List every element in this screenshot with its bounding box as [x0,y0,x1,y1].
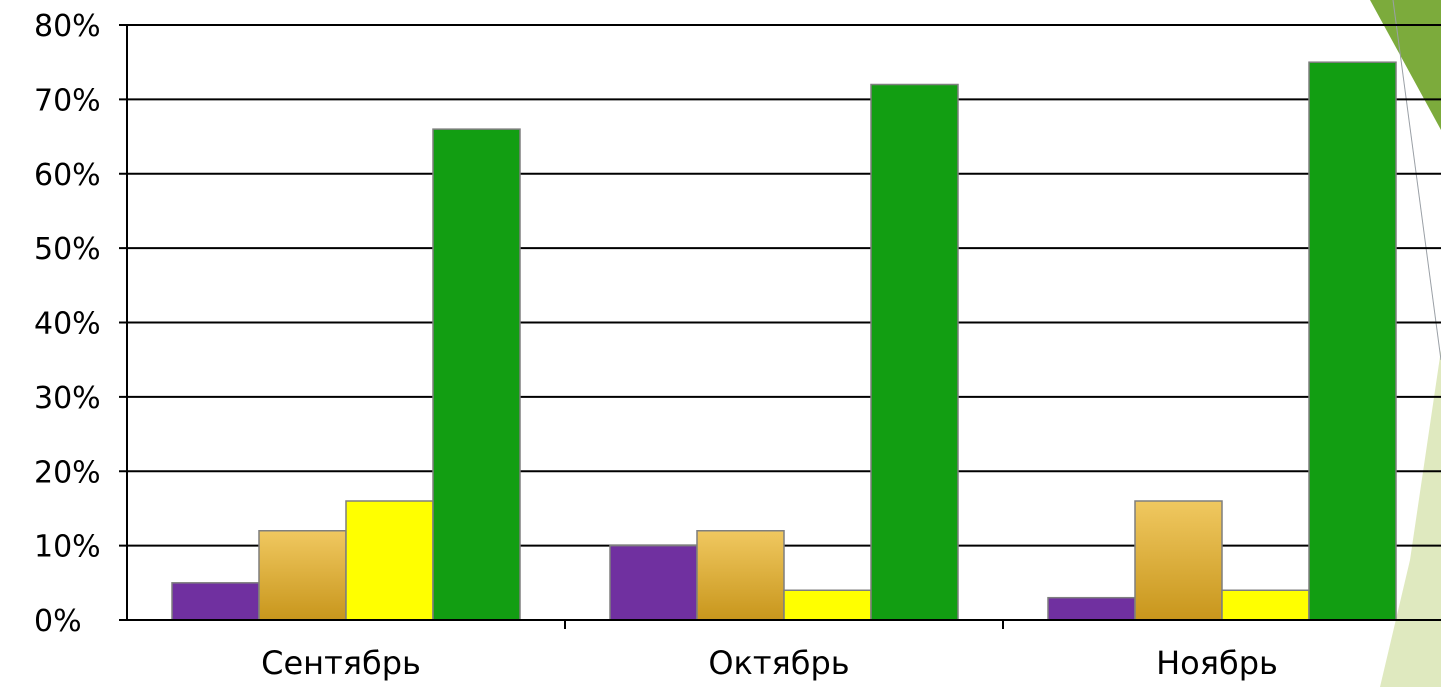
bar [696,530,785,621]
bar [1134,500,1223,621]
y-tick-label: 40% [34,307,101,342]
y-tick-label: 50% [34,232,101,267]
y-tick-label: 0% [34,604,82,639]
bar [783,589,872,621]
corner-light-shape [1380,350,1441,687]
x-tick-label: Ноябрь [1156,644,1278,682]
y-tick-label: 80% [34,9,101,44]
axes [126,25,1441,629]
x-tick-label: Октябрь [708,644,849,682]
bar [345,500,434,621]
bar [258,530,347,621]
y-tick-label: 70% [34,83,101,118]
bars [171,61,1397,621]
bar [432,128,521,621]
bar [870,83,959,621]
x-tick-label: Сентябрь [261,644,421,682]
corner-dark-shape [1370,0,1441,130]
bar [609,544,698,621]
slide-corner-decoration [1370,0,1441,687]
bar [1308,61,1397,621]
bar [1221,589,1310,621]
y-tick-label: 10% [34,530,101,565]
bar [1047,596,1136,621]
x-tick-labels: Сентябрь Октябрь Ноябрь [261,644,1278,682]
y-tick-label: 30% [34,381,101,416]
bar [171,582,260,621]
y-tick-label: 20% [34,455,101,490]
corner-divider-line [1392,0,1441,361]
y-tick-labels: 0% 10% 20% 30% 40% 50% 60% 70% 80% [34,9,101,639]
y-tick-label: 60% [34,158,101,193]
